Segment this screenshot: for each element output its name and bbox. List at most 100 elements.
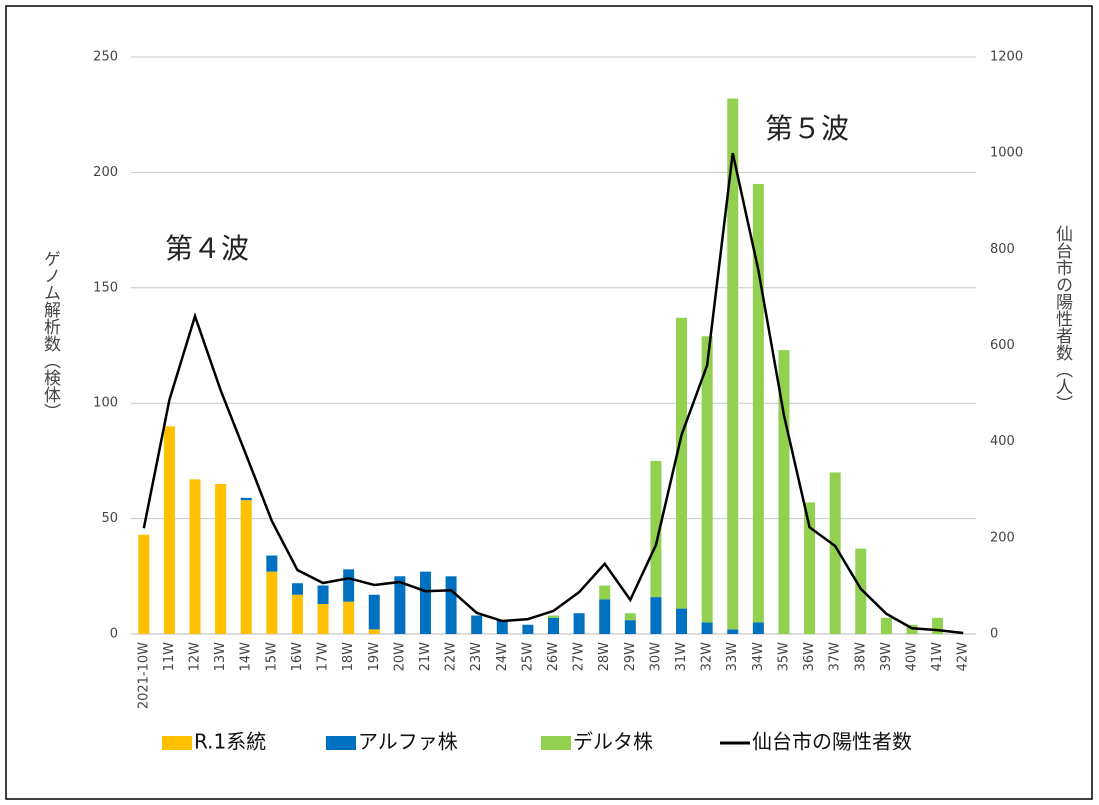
x-tick-label: 28W — [597, 642, 612, 672]
bar — [829, 472, 841, 634]
y2-tick-label: 800 — [990, 242, 1015, 257]
x-tick-label: 36W — [802, 642, 817, 672]
bar — [496, 620, 508, 634]
bar — [624, 620, 636, 634]
y-tick-label: 250 — [93, 50, 118, 65]
x-tick-label: 40W — [904, 642, 919, 672]
x-tick-label: 25W — [520, 642, 535, 672]
bar — [727, 98, 739, 630]
bar — [368, 629, 380, 634]
x-tick-label: 26W — [546, 642, 561, 672]
bar — [573, 613, 585, 634]
x-tick-label: 38W — [853, 642, 868, 672]
bar — [343, 601, 355, 634]
x-tick-label: 33W — [725, 642, 740, 672]
bar — [240, 497, 252, 501]
y2-tick-label: 400 — [990, 434, 1015, 449]
bar — [650, 460, 662, 598]
x-tick-label: 37W — [828, 642, 843, 672]
y2-axis-title: 仙台市の陽性者数（人） — [1052, 225, 1073, 412]
legend-label: 仙台市の陽性者数 — [752, 730, 912, 754]
y-axis-title: ゲノム解析数（検体） — [40, 250, 61, 420]
bar — [163, 426, 175, 634]
x-tick-label: 22W — [444, 642, 459, 672]
x-tick-label: 20W — [392, 642, 407, 672]
bar — [291, 583, 303, 595]
bar — [676, 608, 688, 634]
x-tick-label: 16W — [290, 642, 305, 672]
x-tick-label: 12W — [188, 642, 203, 672]
bar — [855, 548, 867, 634]
x-tick-label: 18W — [341, 642, 356, 672]
x-tick-label: 17W — [316, 642, 331, 672]
annotation: 第４波 — [165, 232, 249, 265]
bar — [778, 350, 790, 634]
bar — [215, 483, 227, 634]
legend-label: デルタ株 — [573, 730, 653, 754]
x-tick-label: 35W — [776, 642, 791, 672]
bar — [189, 479, 201, 634]
bar — [419, 571, 431, 634]
y2-tick-label: 200 — [990, 530, 1015, 545]
x-tick-label: 21W — [418, 642, 433, 672]
x-tick-label: 34W — [751, 642, 766, 672]
y2-tick-label: 600 — [990, 338, 1015, 353]
bar — [676, 317, 688, 609]
annotation: 第５波 — [765, 112, 849, 145]
bar — [727, 629, 739, 634]
bar — [548, 615, 559, 618]
x-tick-label: 13W — [213, 642, 228, 672]
y-tick-label: 200 — [93, 165, 118, 180]
x-tick-label: 42W — [956, 642, 971, 672]
bar — [266, 555, 278, 572]
legend-swatch — [541, 736, 571, 750]
bar — [548, 617, 559, 634]
x-tick-label: 31W — [674, 642, 689, 672]
x-tick-label: 2021-10W — [136, 642, 151, 709]
bar — [445, 576, 457, 634]
y2-tick-label: 1000 — [990, 146, 1023, 161]
x-tick-label: 23W — [469, 642, 484, 672]
bar — [752, 622, 764, 634]
bar — [240, 500, 252, 634]
bar — [138, 534, 150, 634]
bar — [701, 622, 713, 634]
legend-label: R.1系統 — [194, 730, 266, 754]
bar — [394, 576, 406, 634]
x-tick-label: 11W — [162, 642, 177, 672]
x-tick-label: 29W — [623, 642, 638, 672]
x-tick-label: 27W — [572, 642, 587, 672]
bar — [599, 599, 611, 634]
bar — [471, 615, 483, 634]
y-tick-label: 150 — [93, 280, 118, 295]
y2-tick-label: 0 — [990, 627, 998, 642]
bar — [752, 183, 764, 623]
line — [142, 152, 964, 635]
y-tick-label: 50 — [101, 511, 118, 526]
y-tick-label: 0 — [110, 627, 118, 642]
bar — [317, 603, 329, 634]
bar — [522, 624, 534, 634]
x-tick-label: 24W — [495, 642, 510, 672]
bar — [368, 594, 380, 630]
x-tick-label: 39W — [879, 642, 894, 672]
bar — [343, 569, 355, 602]
x-tick-label: 15W — [264, 642, 279, 672]
x-tick-label: 19W — [367, 642, 382, 672]
bar — [804, 502, 816, 634]
bar — [880, 617, 892, 634]
frame — [5, 5, 1093, 800]
bar — [932, 617, 944, 634]
x-tick-label: 41W — [930, 642, 945, 672]
legend-label: アルファ株 — [358, 730, 458, 754]
bar — [266, 571, 278, 634]
x-tick-label: 30W — [648, 642, 663, 672]
bar — [650, 597, 662, 634]
legend-swatch — [162, 736, 192, 750]
bar — [599, 585, 611, 600]
x-tick-label: 32W — [700, 642, 715, 672]
y-tick-label: 100 — [93, 396, 118, 411]
x-tick-label: 14W — [239, 642, 254, 672]
bar — [624, 613, 636, 621]
